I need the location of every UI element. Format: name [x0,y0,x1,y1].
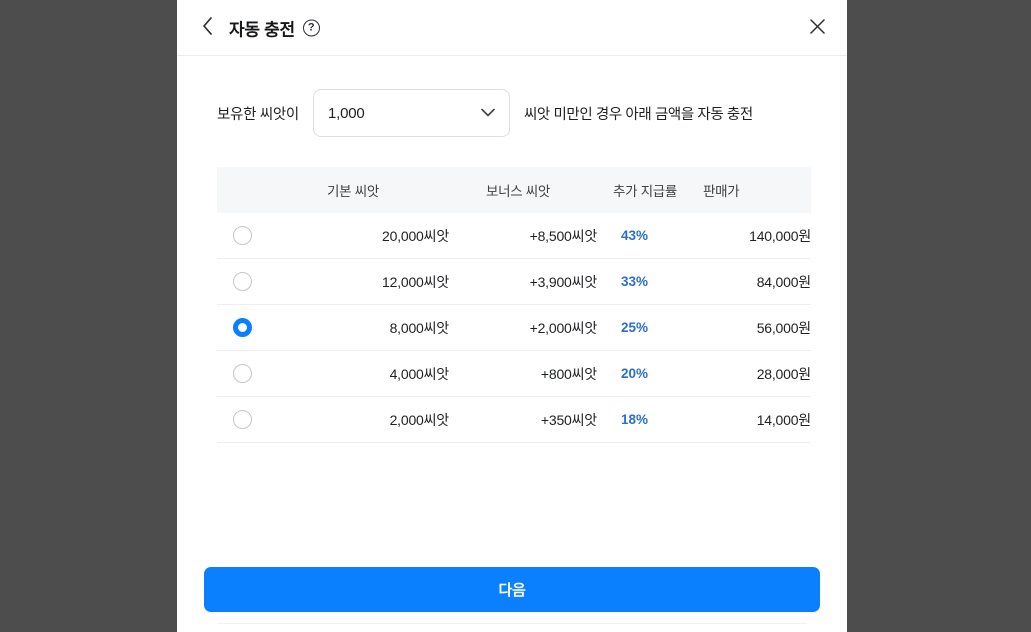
page-title: 자동 충전 [229,20,295,39]
price-value: 14,000원 [756,411,812,428]
cta-container: 다음 [204,567,820,612]
bonus-seeds-value: +800씨앗 [540,365,597,382]
radio-cell[interactable] [217,226,279,245]
col-header-bonus: 보너스 씨앗 [485,184,551,199]
threshold-label-prefix: 보유한 씨앗이 [217,106,299,123]
radio-cell[interactable] [217,410,279,429]
next-button[interactable]: 다음 [204,567,820,612]
radio-unselected-icon[interactable] [233,272,252,291]
bonus-seeds-value: +350씨앗 [540,411,597,428]
table-header-row: 기본 씨앗 보너스 씨앗 추가 지급률 판매가 [217,167,811,213]
col-header-base: 기본 씨앗 [327,184,379,199]
radio-cell[interactable] [217,364,279,383]
col-header-rate: 추가 지급률 [613,184,678,199]
radio-unselected-icon[interactable] [233,410,252,429]
table-row[interactable]: 20,000씨앗 +8,500씨앗 43% 140,000원 [217,213,811,259]
close-button[interactable] [801,12,833,44]
back-button[interactable] [193,14,221,42]
radio-cell[interactable] [217,272,279,291]
base-seeds-value: 2,000씨앗 [389,411,450,428]
question-circle-icon[interactable]: ? [302,19,320,36]
threshold-label-suffix: 씨앗 미만인 경우 아래 금액을 자동 충전 [523,106,753,123]
extra-rate-value: 18% [621,412,649,427]
bonus-seeds-value: +3,900씨앗 [529,273,598,290]
extra-rate-value: 25% [621,320,649,335]
radio-unselected-icon[interactable] [233,364,252,383]
radio-selected-icon[interactable] [233,318,252,337]
package-table: 기본 씨앗 보너스 씨앗 추가 지급률 판매가 20,000씨앗 +8,500씨앗… [217,167,811,443]
table-row[interactable]: 8,000씨앗 +2,000씨앗 25% 56,000원 [217,305,811,351]
price-value: 28,000원 [756,365,812,382]
dialog-body: 보유한 씨앗이 1,000 씨앗 미만인 경우 아래 금액을 자동 충전 기본 … [177,56,847,632]
threshold-row: 보유한 씨앗이 1,000 씨앗 미만인 경우 아래 금액을 자동 충전 [217,89,807,137]
table-row[interactable]: 2,000씨앗 +350씨앗 18% 14,000원 [217,397,811,443]
radio-unselected-icon[interactable] [233,226,252,245]
chevron-left-icon [202,17,213,38]
base-seeds-value: 8,000씨앗 [389,319,450,336]
bonus-seeds-value: +8,500씨앗 [529,227,598,244]
close-icon [809,18,825,37]
threshold-select[interactable]: 1,000 [312,89,510,137]
table-row[interactable]: 4,000씨앗 +800씨앗 20% 28,000원 [217,351,811,397]
radio-cell[interactable] [217,318,279,337]
table-row[interactable]: 12,000씨앗 +3,900씨앗 33% 84,000원 [217,259,811,305]
base-seeds-value: 20,000씨앗 [382,227,449,244]
extra-rate-value: 43% [621,228,649,243]
base-seeds-value: 4,000씨앗 [389,365,450,382]
title-group: 자동 충전 ? [229,15,320,40]
threshold-select-value: 1,000 [327,104,365,122]
table-body: 20,000씨앗 +8,500씨앗 43% 140,000원 12,000씨앗 +3,90… [217,213,811,443]
price-value: 56,000원 [756,319,812,336]
col-header-price: 판매가 [703,184,740,199]
bonus-seeds-value: +2,000씨앗 [529,319,598,336]
chevron-down-icon [481,108,495,118]
base-seeds-value: 12,000씨앗 [382,273,449,290]
extra-rate-value: 33% [621,274,649,289]
price-value: 140,000원 [749,227,811,244]
dialog-header: 자동 충전 ? [177,0,847,56]
price-value: 84,000원 [756,273,812,290]
auto-charge-dialog: 자동 충전 ? 보유한 씨앗이 1,000 씨앗 [177,0,847,632]
extra-rate-value: 20% [621,366,649,381]
